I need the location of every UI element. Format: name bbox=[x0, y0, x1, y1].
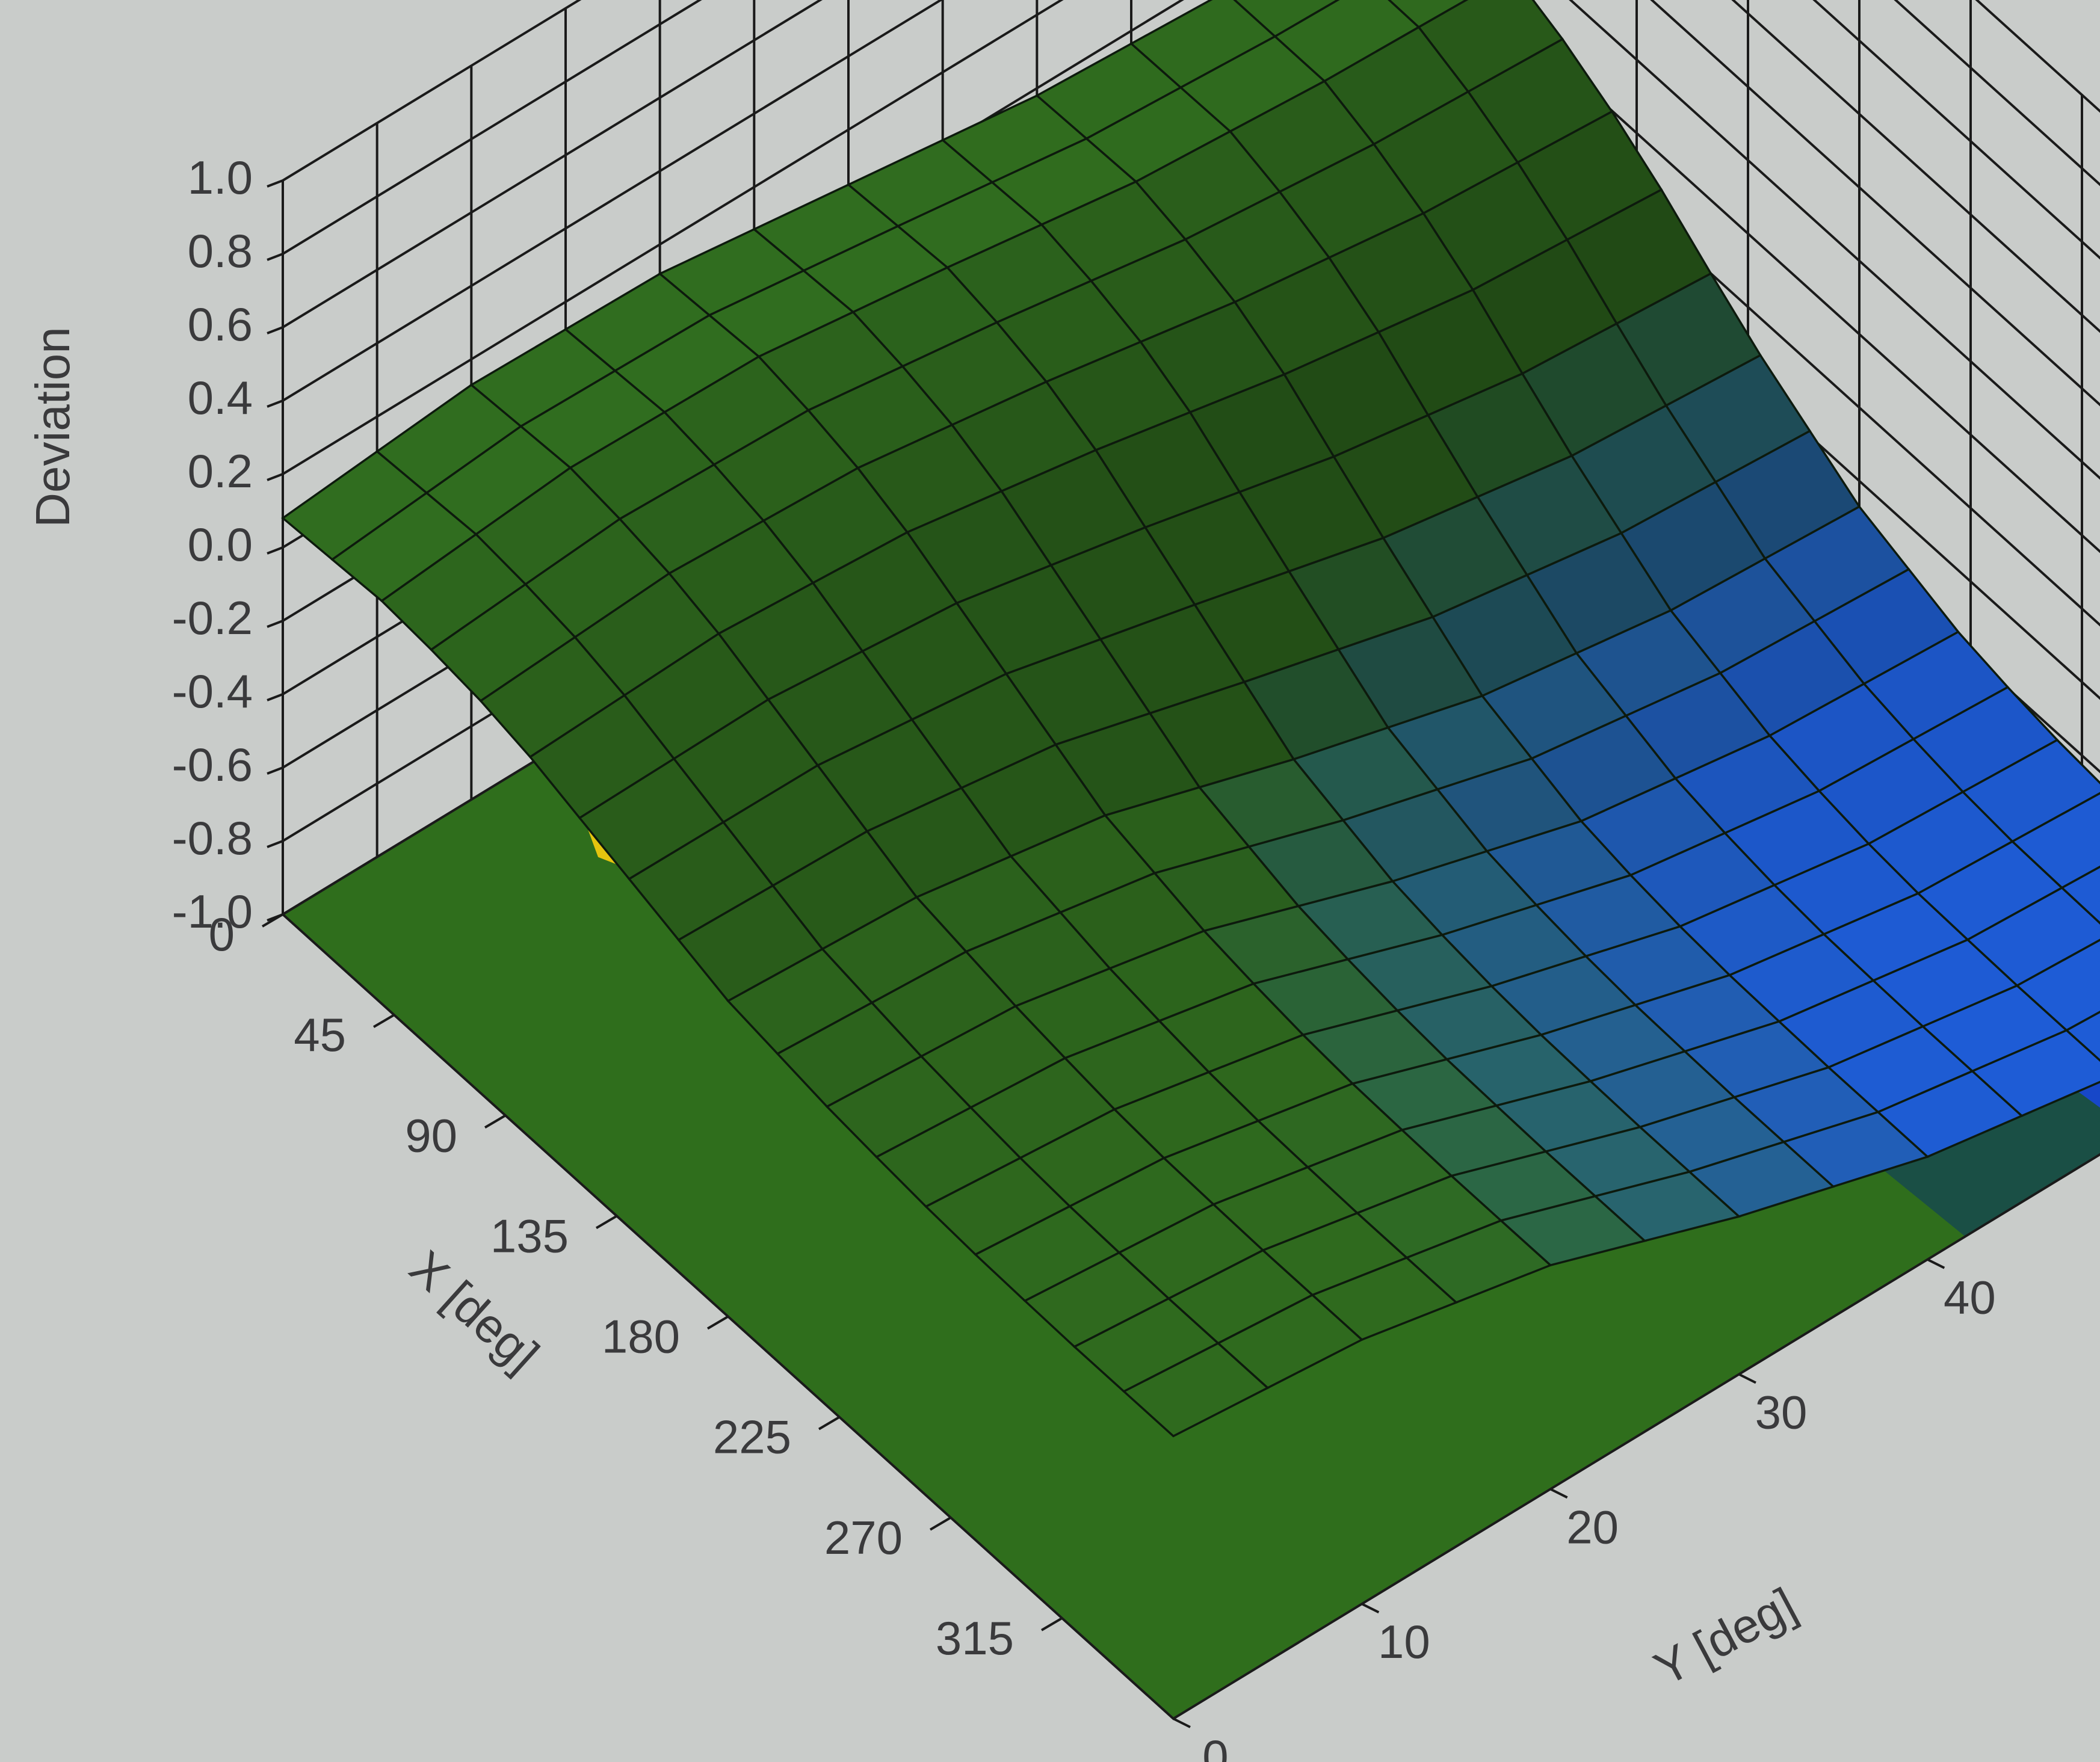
y-tick-label: 0 bbox=[1202, 1730, 1228, 1762]
x-tick-mark bbox=[261, 913, 284, 928]
y-tick-mark bbox=[1738, 1373, 1756, 1384]
axis-ticks: 1.00.80.60.40.20.0-0.2-0.4-0.6-0.8-1.004… bbox=[172, 151, 1996, 1762]
x-tick-label: 180 bbox=[602, 1310, 680, 1363]
z-tick-label: 0.6 bbox=[188, 298, 253, 351]
z-axis-title: Deviation bbox=[26, 327, 79, 528]
x-tick-mark bbox=[372, 1014, 395, 1028]
x-tick-label: 270 bbox=[824, 1511, 903, 1564]
z-tick-label: 0.4 bbox=[188, 371, 253, 424]
x-tick-label: 135 bbox=[490, 1209, 569, 1262]
x-tick-mark bbox=[595, 1215, 618, 1230]
z-tick-label: -0.4 bbox=[172, 665, 253, 718]
z-tick-mark bbox=[267, 766, 283, 775]
z-tick-label: -0.8 bbox=[172, 812, 253, 864]
y-tick-mark bbox=[1361, 1603, 1380, 1613]
z-tick-label: 1.0 bbox=[188, 151, 253, 204]
y-axis-title: Y [deg] bbox=[1646, 1577, 1805, 1696]
x-tick-mark bbox=[706, 1315, 729, 1330]
z-tick-label: -0.6 bbox=[172, 738, 253, 791]
surface-mesh bbox=[281, 0, 2100, 1438]
z-tick-mark bbox=[267, 840, 283, 848]
z-tick-label: 0.8 bbox=[188, 224, 253, 277]
z-tick-label: 0.0 bbox=[188, 518, 253, 571]
surface-patch bbox=[1122, 1342, 1270, 1438]
z-tick-mark bbox=[267, 253, 283, 261]
z-tick-mark bbox=[267, 693, 283, 701]
y-tick-label: 10 bbox=[1378, 1615, 1430, 1668]
x-tick-mark bbox=[1040, 1617, 1063, 1631]
y-tick-label: 20 bbox=[1566, 1500, 1619, 1553]
z-tick-mark bbox=[267, 179, 283, 188]
z-tick-mark bbox=[267, 546, 283, 555]
y-tick-mark bbox=[1173, 1717, 1191, 1728]
y-tick-label: 40 bbox=[1944, 1271, 1996, 1324]
y-tick-mark bbox=[1927, 1258, 1945, 1269]
x-tick-label: 225 bbox=[713, 1411, 791, 1464]
z-tick-mark bbox=[267, 620, 283, 628]
z-tick-mark bbox=[267, 473, 283, 481]
z-tick-mark bbox=[267, 399, 283, 408]
x-tick-label: 45 bbox=[294, 1008, 346, 1061]
z-tick-mark bbox=[267, 326, 283, 334]
x-tick-label: 0 bbox=[209, 908, 235, 961]
z-tick-label: -0.2 bbox=[172, 591, 253, 644]
z-tick-label: -1.0 bbox=[172, 885, 253, 938]
y-tick-mark bbox=[1549, 1488, 1568, 1499]
x-tick-label: 315 bbox=[936, 1612, 1014, 1665]
z-tick-label: 0.2 bbox=[188, 445, 253, 497]
x-tick-mark bbox=[929, 1517, 952, 1531]
x-tick-mark bbox=[818, 1415, 841, 1431]
x-tick-label: 90 bbox=[405, 1109, 457, 1162]
y-tick-label: 30 bbox=[1755, 1386, 1808, 1439]
x-tick-mark bbox=[484, 1114, 507, 1129]
